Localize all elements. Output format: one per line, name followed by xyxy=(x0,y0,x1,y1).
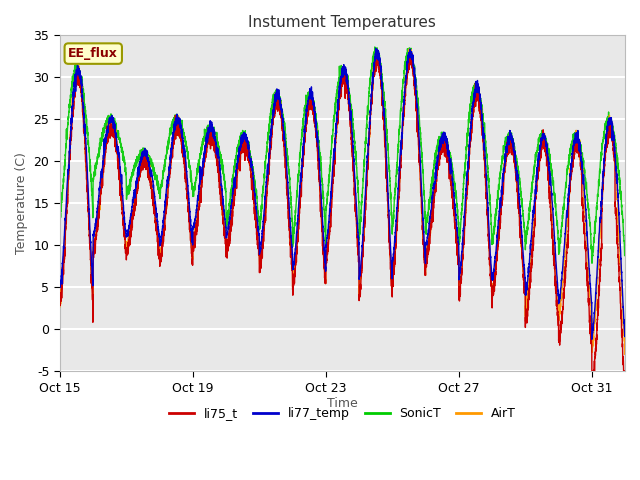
Title: Instument Temperatures: Instument Temperatures xyxy=(248,15,436,30)
Legend: li75_t, li77_temp, SonicT, AirT: li75_t, li77_temp, SonicT, AirT xyxy=(164,402,521,425)
X-axis label: Time: Time xyxy=(327,397,358,410)
Text: EE_flux: EE_flux xyxy=(68,47,118,60)
Y-axis label: Temperature (C): Temperature (C) xyxy=(15,152,28,254)
